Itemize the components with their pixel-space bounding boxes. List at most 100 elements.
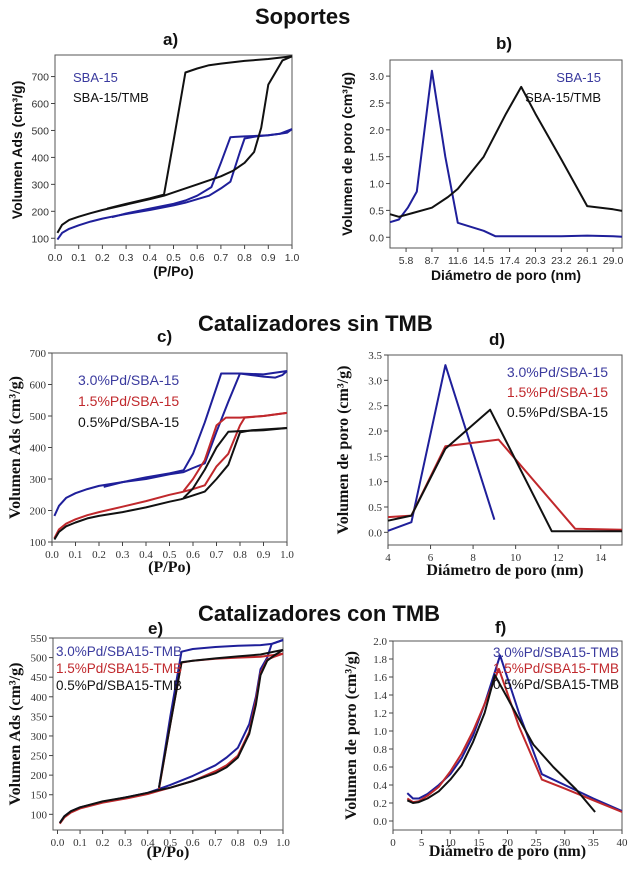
x-tick-label-c: 0.8	[233, 549, 247, 561]
series-line-d-0	[387, 364, 496, 532]
legend-entry-c: 0.5%Pd/SBA-15	[78, 414, 179, 430]
plot-frame-d	[387, 354, 623, 546]
series-line-c-1	[103, 370, 288, 488]
x-tick-label-a: 1.0	[285, 252, 300, 264]
series-line-f-2	[406, 674, 596, 813]
panel-label-e: e)	[148, 619, 164, 638]
y-tick-label-d: 0.5	[368, 502, 382, 514]
legend-entry-a: SBA-15	[73, 70, 118, 85]
x-tick-label-a: 0.0	[48, 252, 63, 264]
y-tick-label-a: 600	[31, 99, 49, 111]
x-tick-label-c: 0.2	[92, 549, 106, 561]
x-tick-label-c: 0.5	[163, 549, 177, 561]
section-title-con-tmb: Catalizadores con TMB	[198, 601, 441, 626]
x-tick-label-f: 35	[588, 837, 600, 849]
y-tick-label-b: 1.5	[369, 152, 384, 164]
x-tick-label-d: 10	[510, 552, 522, 564]
legend-entry-e: 3.0%Pd/SBA15-TMB	[56, 644, 182, 659]
series-line-f-1	[406, 667, 623, 813]
x-tick-label-f: 10	[445, 837, 457, 849]
x-axis-label-b: Diámetro de poro (nm)	[431, 267, 581, 283]
y-tick-label-e: 550	[31, 633, 48, 645]
x-tick-label-c: 0.7	[210, 549, 224, 561]
y-tick-label-b: 1.0	[369, 179, 384, 191]
series-line-a-2	[56, 55, 293, 234]
x-tick-label-c: 0.3	[116, 549, 130, 561]
y-tick-label-d: 3.5	[368, 350, 382, 362]
y-tick-label-e: 500	[31, 653, 48, 665]
panel-label-b: b)	[496, 34, 513, 53]
y-tick-label-f: 1.4	[373, 690, 387, 702]
x-tick-label-c: 0.6	[186, 549, 200, 561]
y-tick-label-f: 0.4	[373, 780, 387, 792]
plot-frame-b	[389, 59, 623, 249]
series-line-c-3	[182, 411, 288, 492]
y-tick-label-e: 350	[31, 711, 48, 723]
legend-entry-d: 3.0%Pd/SBA-15	[507, 364, 608, 380]
y-tick-label-c: 700	[30, 348, 47, 360]
x-tick-label-e: 0.5	[163, 837, 177, 849]
section-title-sin-tmb: Catalizadores sin TMB	[198, 311, 433, 336]
legend-entry-d: 1.5%Pd/SBA-15	[507, 384, 608, 400]
panel-label-d: d)	[489, 330, 506, 349]
x-tick-label-b: 29.0	[603, 255, 624, 267]
y-tick-label-f: 1.8	[373, 654, 387, 666]
x-tick-label-e: 0.7	[208, 837, 222, 849]
x-tick-label-e: 0.3	[118, 837, 132, 849]
series-line-e-4	[58, 648, 284, 824]
y-tick-label-c: 500	[30, 411, 47, 423]
series-line-b-1	[389, 85, 623, 218]
y-tick-label-f: 0.8	[373, 744, 387, 756]
legend-entry-b: SBA-15/TMB	[525, 90, 601, 105]
y-axis-label-e: Volumen Ads (cm³/g)	[7, 663, 24, 806]
panel-label-f: f)	[495, 618, 507, 637]
y-tick-label-f: 1.2	[373, 708, 387, 720]
x-axis-label-a: (P/Po)	[153, 263, 193, 279]
legend-entry-e: 1.5%Pd/SBA15-TMB	[56, 661, 182, 676]
x-tick-label-f: 30	[559, 837, 571, 849]
series-line-a-3	[106, 55, 293, 210]
x-tick-label-a: 0.8	[237, 252, 252, 264]
y-tick-label-f: 0.6	[373, 762, 387, 774]
legend-entry-f: 3.0%Pd/SBA15-TMB	[493, 645, 619, 660]
y-tick-label-a: 300	[31, 179, 49, 191]
legend-entry-f: 1.5%Pd/SBA15-TMB	[493, 661, 619, 676]
legend-entry-c: 1.5%Pd/SBA-15	[78, 393, 179, 409]
y-tick-label-c: 100	[30, 537, 47, 549]
y-axis-label-a: Volumen Ads (cm³/g)	[9, 81, 25, 219]
y-tick-label-b: 3.0	[369, 71, 384, 83]
plot-frame-e	[52, 637, 284, 831]
series-line-a-1	[111, 128, 293, 219]
x-tick-label-a: 0.4	[142, 252, 157, 264]
series-line-c-4	[53, 427, 288, 541]
x-tick-label-b: 8.7	[425, 255, 440, 267]
legend-entry-f: 0.5%Pd/SBA15-TMB	[493, 677, 619, 692]
y-axis-label-b: Volumen de poro (cm³/g)	[339, 72, 355, 236]
x-tick-label-c: 1.0	[280, 549, 294, 561]
x-tick-label-e: 0.8	[231, 837, 245, 849]
x-tick-label-a: 0.2	[95, 252, 110, 264]
y-tick-label-d: 2.5	[368, 401, 382, 413]
x-tick-label-d: 14	[595, 552, 607, 564]
x-tick-label-b: 26.1	[577, 255, 598, 267]
x-tick-label-f: 0	[390, 837, 396, 849]
x-tick-label-d: 4	[385, 552, 391, 564]
y-tick-label-e: 100	[31, 809, 48, 821]
x-axis-label-f: Diámetro de poro (nm)	[429, 843, 586, 860]
y-tick-label-d: 2.0	[368, 426, 382, 438]
legend-entry-c: 3.0%Pd/SBA-15	[78, 372, 179, 388]
y-tick-label-d: 3.0	[368, 375, 382, 387]
x-tick-label-e: 0.4	[141, 837, 155, 849]
y-axis-label-d: Volumen de poro (cm³/g)	[335, 366, 352, 535]
y-tick-label-e: 250	[31, 751, 48, 763]
x-tick-label-e: 0.0	[51, 837, 65, 849]
y-tick-label-b: 2.5	[369, 98, 384, 110]
y-tick-label-a: 200	[31, 206, 49, 218]
y-axis-label-f: Volumen de poro (cm³/g)	[343, 651, 360, 820]
x-tick-label-f: 25	[531, 837, 543, 849]
x-tick-label-f: 15	[473, 837, 485, 849]
series-line-e-5	[158, 648, 284, 788]
series-line-b-0	[389, 69, 623, 238]
x-tick-label-b: 17.4	[499, 255, 520, 267]
x-tick-label-c: 0.1	[69, 549, 83, 561]
